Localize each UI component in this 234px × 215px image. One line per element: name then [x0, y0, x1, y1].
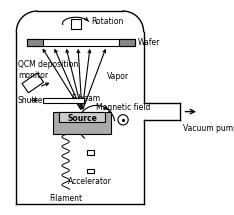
Text: Vacuum pump: Vacuum pump [183, 124, 234, 133]
Bar [27, 39, 43, 46]
Text: Filament: Filament [49, 194, 82, 203]
Circle shape [118, 115, 128, 125]
Bar [53, 112, 111, 134]
Text: Rotation: Rotation [91, 17, 124, 26]
Bar [43, 98, 84, 103]
Polygon shape [22, 73, 44, 93]
Bar [87, 169, 94, 173]
Bar [87, 150, 94, 155]
Text: Source: Source [67, 114, 97, 123]
Text: Vapor: Vapor [107, 72, 129, 81]
Text: E-beam: E-beam [72, 94, 101, 103]
Text: Accelerator: Accelerator [68, 177, 112, 186]
Text: QCM deposition
monitor: QCM deposition monitor [18, 60, 79, 80]
Bar [59, 112, 105, 122]
Bar [27, 39, 135, 46]
Text: Magnetic field: Magnetic field [96, 103, 150, 112]
Bar [119, 39, 135, 46]
Bar [71, 19, 81, 29]
Text: Shutter: Shutter [18, 96, 46, 105]
Text: Wafer: Wafer [137, 38, 160, 47]
